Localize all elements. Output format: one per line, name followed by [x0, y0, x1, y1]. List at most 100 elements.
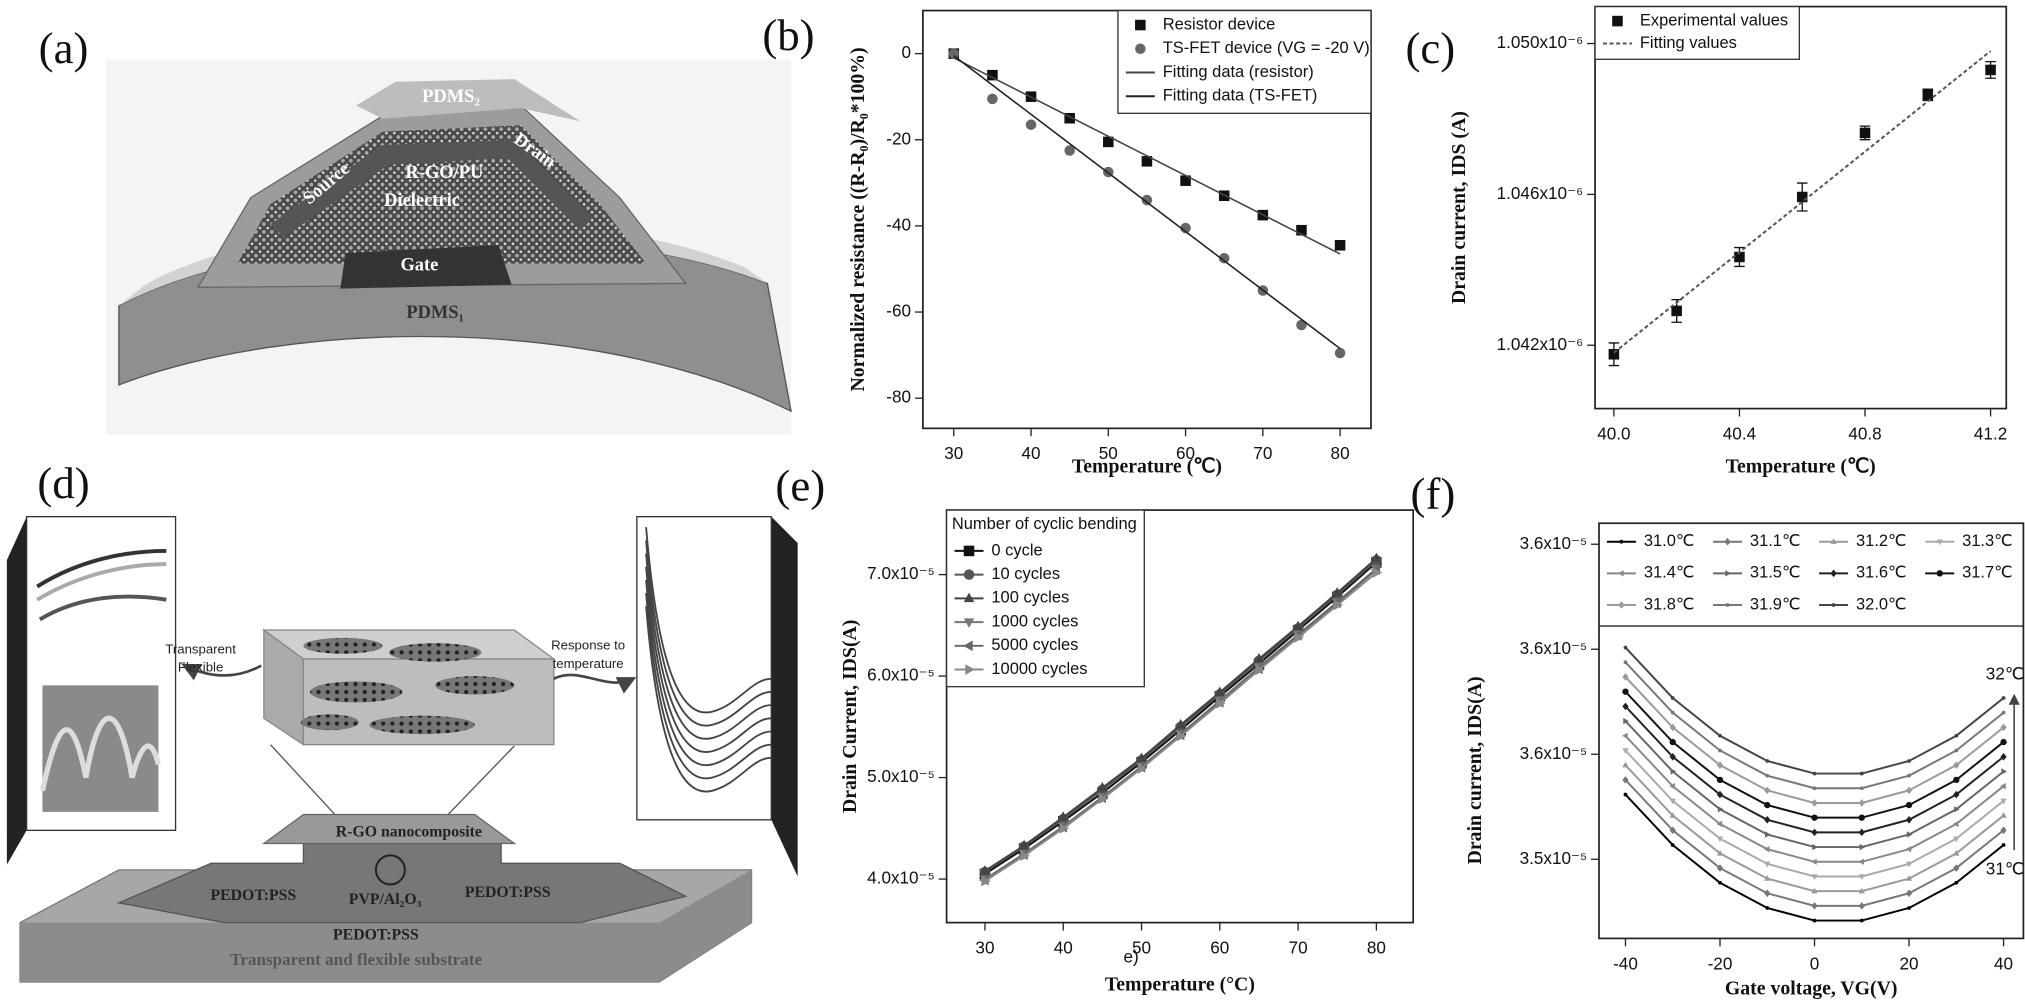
- data-point: [1858, 874, 1865, 880]
- diagram-label: R-GO nanocomposite: [336, 824, 482, 841]
- diagram-label: PEDOT:PSS: [465, 884, 551, 901]
- data-point: [1811, 828, 1818, 837]
- data-point: [1764, 889, 1771, 898]
- data-point: [1858, 814, 1865, 821]
- x-axis-title: Temperature (°C): [1105, 973, 1255, 995]
- data-point: [979, 865, 991, 875]
- x-tick-label: -20: [1708, 953, 1733, 973]
- diagram-label: temperature: [553, 656, 624, 671]
- x-tick-label: 40: [1994, 953, 2013, 973]
- data-point: [2001, 696, 2006, 700]
- data-point: [987, 69, 998, 81]
- x-tick-label: 40: [1022, 443, 1041, 463]
- data-point: [1811, 814, 1818, 821]
- x-tick-label: 30: [975, 937, 994, 957]
- data-point: [1097, 781, 1108, 792]
- data-point: [1905, 846, 1912, 853]
- legend-label: 10000 cycles: [991, 660, 1087, 678]
- data-point: [1954, 806, 1960, 813]
- data-point: [1907, 773, 1911, 778]
- legend-marker: [1936, 539, 1943, 546]
- data-point: [1812, 843, 1818, 851]
- diagram-label: Transparent: [165, 641, 236, 656]
- x-tick-label: 60: [1210, 937, 1229, 957]
- data-point: [1218, 252, 1230, 264]
- data-point: [1669, 783, 1675, 790]
- data-point: [1859, 843, 1866, 851]
- data-point: [1765, 759, 1770, 763]
- legend-marker: [1725, 570, 1731, 577]
- data-point: [2000, 752, 2007, 761]
- panel-label: (e): [775, 461, 825, 511]
- data-point: [1331, 587, 1343, 597]
- legend-marker: [963, 592, 975, 603]
- legend-title: Number of cyclic bending: [952, 515, 1137, 533]
- data-point: [1622, 748, 1629, 754]
- data-point: [2000, 812, 2007, 818]
- data-point: [2000, 723, 2007, 732]
- y-axis-title: Drain Current, IDS(A): [839, 620, 861, 813]
- data-point: [1255, 664, 1265, 676]
- data-point: [1292, 620, 1304, 631]
- legend-marker: [1617, 570, 1624, 577]
- legend-label: 31.0℃: [1644, 532, 1695, 550]
- data-point: [1812, 918, 1817, 923]
- data-point: [2001, 843, 2006, 847]
- legend-label: Fitting data (TS-FET): [1163, 87, 1318, 105]
- legend-label: 31.6℃: [1856, 564, 1907, 582]
- data-point: [2001, 710, 2006, 715]
- data-point: [1670, 710, 1675, 715]
- data-point: [1334, 240, 1346, 251]
- data-point: [1141, 156, 1153, 167]
- data-point: [1669, 723, 1676, 732]
- data-point: [1764, 786, 1771, 795]
- data-point: [1098, 793, 1109, 805]
- panel-label: (c): [1405, 23, 1455, 73]
- data-point: [1765, 831, 1771, 838]
- data-point: [1811, 858, 1817, 865]
- data-point: [1141, 194, 1153, 206]
- legend-label: TS-FET device (VG = -20 V): [1163, 39, 1370, 57]
- data-point: [1716, 820, 1723, 828]
- x-tick-label: 70: [1253, 443, 1272, 463]
- data-point: [1906, 831, 1913, 838]
- data-point: [1952, 820, 1959, 828]
- y-axis-title: Normalized resistance ((R-R₀)/R₀*100%): [847, 47, 869, 391]
- legend-marker: [1830, 569, 1837, 578]
- data-point: [1954, 880, 1959, 885]
- legend-label: 100 cycles: [991, 589, 1069, 607]
- legend-marker: [963, 640, 973, 652]
- diagram-label: PEDOT:PSS: [210, 887, 296, 904]
- data-point: [1905, 875, 1913, 881]
- data-point: [1716, 790, 1724, 799]
- legend-box: [1117, 9, 1372, 115]
- data-point: [1734, 251, 1745, 263]
- data-point: [1764, 801, 1771, 809]
- data-point: [1796, 191, 1808, 203]
- legend-label: 31.3℃: [1962, 532, 2013, 550]
- data-point: [1214, 686, 1226, 697]
- panel-label: (b): [762, 10, 814, 60]
- data-point: [1859, 771, 1864, 776]
- y-tick-label: 3.6x10⁻⁵: [1520, 743, 1588, 763]
- data-point: [1669, 812, 1676, 818]
- y-axis-title: Drain current, IDS (A): [1448, 111, 1470, 304]
- diagram-label: Flexible: [178, 660, 223, 675]
- panel-label: (a): [39, 23, 89, 73]
- x-tick-label: -40: [1613, 953, 1638, 973]
- data-point: [1669, 738, 1676, 746]
- legend-marker: [1831, 603, 1836, 607]
- legend-label: Fitting data (resistor): [1163, 63, 1314, 81]
- data-point: [1371, 552, 1382, 563]
- legend-marker: [965, 664, 975, 675]
- data-point: [1669, 826, 1676, 835]
- data-point: [1621, 732, 1628, 739]
- data-point: [1020, 850, 1030, 861]
- y-tick-label: 1.042x10⁻⁶: [1497, 334, 1584, 354]
- x-tick-label: 40.8: [1848, 423, 1881, 443]
- data-point: [1718, 748, 1722, 753]
- data-point: [1294, 632, 1304, 643]
- x-tick-label: 50: [1099, 443, 1118, 463]
- x-tick-label: 60: [1176, 443, 1195, 463]
- legend-label: 31.1℃: [1750, 532, 1801, 550]
